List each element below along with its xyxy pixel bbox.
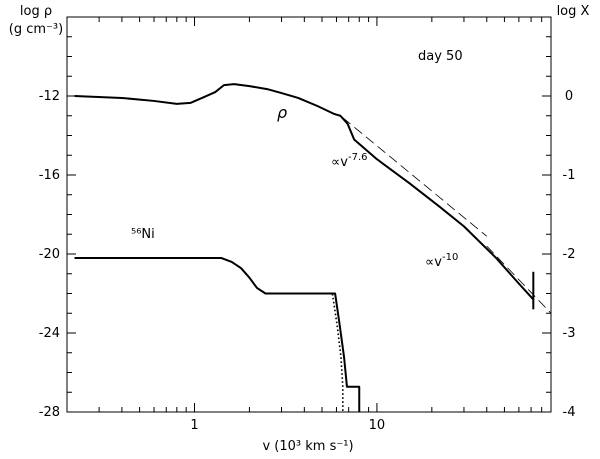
- left-axis-label-line1: log ρ: [20, 4, 52, 19]
- rho-label: ρ: [277, 103, 287, 122]
- right-tick-label: -3: [563, 326, 576, 341]
- series-group: [74, 83, 552, 412]
- x-axis-label: v (10³ km s⁻¹): [262, 439, 353, 454]
- right-tick-label: -2: [563, 247, 576, 262]
- slope1-label: ∝v-7.6: [331, 152, 368, 170]
- left-axis-label-line2: (g cm⁻³): [9, 22, 63, 37]
- series-line-dotted: [74, 257, 344, 412]
- right-axis-label: log X: [557, 4, 590, 19]
- series-line-dashed: [342, 117, 488, 237]
- series-line-solid: [74, 83, 535, 301]
- x-tick-label: 10: [369, 418, 386, 433]
- series-line-dashed: [486, 245, 552, 314]
- ni56-label: ⁵⁶Ni: [131, 227, 155, 242]
- slope1-exponent: -7.6: [348, 152, 368, 163]
- x-tick-label: 1: [190, 418, 198, 433]
- left-tick-label: -28: [39, 405, 60, 420]
- series-line-solid: [74, 256, 361, 412]
- slope2-exponent: -10: [442, 252, 458, 263]
- plot-frame: [66, 16, 552, 413]
- right-tick-label: -4: [563, 405, 576, 420]
- day-annotation: day 50: [418, 49, 463, 64]
- left-tick-label: -12: [39, 89, 60, 104]
- axis-ticks: -28-24-20-16-12-4-3-2-101 10: [39, 17, 576, 433]
- slope2-base: ∝v: [425, 255, 442, 270]
- slope2-label: ∝v-10: [425, 252, 458, 270]
- left-tick-label: -24: [39, 326, 60, 341]
- left-tick-label: -20: [39, 247, 60, 262]
- right-tick-label: 0: [565, 89, 573, 104]
- right-tick-label: -1: [563, 168, 576, 183]
- slope1-base: ∝v: [331, 155, 348, 170]
- left-tick-label: -16: [39, 168, 60, 183]
